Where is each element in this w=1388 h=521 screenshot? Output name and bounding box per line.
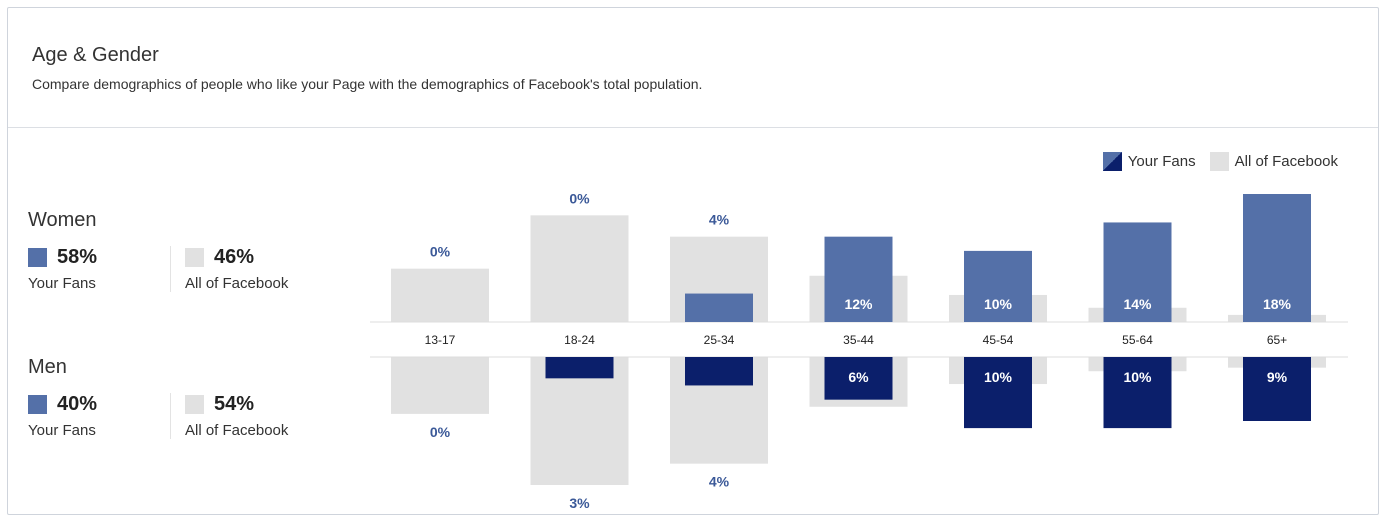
- women-fans-bar-55-64: [1103, 222, 1172, 322]
- legend-item-fans: Your Fans: [1102, 152, 1196, 171]
- women-fb-pct: 46%: [214, 246, 255, 268]
- tick-label-65+: 65+: [1267, 333, 1287, 347]
- men-label: Men: [28, 356, 67, 378]
- legend-swatch-facebook: [1209, 152, 1229, 171]
- tick-label-13-17: 13-17: [425, 333, 456, 347]
- men-fb-stat: 54% All of Facebook: [170, 393, 327, 439]
- men-fans-pct: 40%: [57, 393, 98, 415]
- women-fans-pct: 58%: [57, 246, 98, 268]
- women-fans-label: Your Fans: [28, 275, 96, 292]
- women-fans-bar-25-34: [685, 293, 753, 322]
- men-fans-label-13-17: 0%: [430, 424, 451, 440]
- men-fans-swatch: [28, 395, 47, 414]
- women-facebook-bar-13-17: [391, 268, 489, 322]
- legend-swatch-fans: [1102, 152, 1122, 171]
- legend-item-facebook: All of Facebook: [1209, 152, 1338, 171]
- women-fb-swatch: [185, 248, 204, 267]
- women-fb-label: All of Facebook: [185, 275, 289, 292]
- men-fans-bar-35-44: [824, 357, 893, 400]
- men-fans-label-35-44: 6%: [848, 369, 869, 385]
- legend-label-fans: Your Fans: [1127, 153, 1196, 170]
- men-fans-label-65+: 9%: [1267, 369, 1288, 385]
- men-fb-swatch: [185, 395, 204, 414]
- women-fans-label-18-24: 0%: [569, 190, 590, 206]
- men-summary: Men 40% Your Fans 54% All of Facebook: [28, 356, 327, 439]
- women-fans-label-13-17: 0%: [430, 244, 451, 260]
- men-fans-bar-65+: [1243, 357, 1311, 421]
- men-fans-stat: 40% Your Fans: [28, 393, 170, 439]
- men-fb-label: All of Facebook: [185, 422, 289, 439]
- men-fans-label-18-24: 3%: [569, 495, 590, 511]
- women-fans-label-55-64: 14%: [1123, 296, 1152, 312]
- tick-label-25-34: 25-34: [704, 333, 735, 347]
- women-fans-label-25-34: 4%: [709, 212, 730, 228]
- men-fans-label-55-64: 10%: [1123, 369, 1152, 385]
- men-facebook-bar-13-17: [391, 357, 489, 414]
- men-fans-bar-45-54: [964, 357, 1032, 429]
- men-fans-bar-55-64: [1103, 357, 1172, 429]
- women-fans-bar-45-54: [964, 250, 1032, 322]
- women-fans-bar-35-44: [824, 236, 893, 322]
- women-fans-stat: 58% Your Fans: [28, 246, 170, 292]
- men-fb-pct: 54%: [214, 393, 255, 415]
- tick-label-18-24: 18-24: [564, 333, 595, 347]
- women-fb-stat: 46% All of Facebook: [170, 246, 327, 292]
- men-fans-label-25-34: 4%: [709, 474, 730, 490]
- women-fans-label-45-54: 10%: [984, 296, 1013, 312]
- legend-label-facebook: All of Facebook: [1234, 153, 1338, 170]
- tick-label-35-44: 35-44: [843, 333, 874, 347]
- men-fans-label-45-54: 10%: [984, 369, 1013, 385]
- women-fans-swatch: [28, 248, 47, 267]
- women-fans-bar-65+: [1243, 194, 1311, 322]
- tick-label-45-54: 45-54: [983, 333, 1014, 347]
- card-subtitle: Compare demographics of people who like …: [32, 76, 703, 92]
- tick-label-55-64: 55-64: [1122, 333, 1153, 347]
- card-title: Age & Gender: [32, 44, 159, 66]
- men-fans-bar-18-24: [545, 357, 614, 379]
- chart-legend: Your Fans All of Facebook: [1089, 152, 1338, 171]
- women-summary: Women 58% Your Fans 46% All of Facebook: [28, 209, 327, 292]
- card-header: Age & Gender Compare demographics of peo…: [8, 8, 1378, 128]
- women-facebook-bar-18-24: [530, 215, 629, 322]
- women-fans-label-65+: 18%: [1263, 296, 1292, 312]
- women-fans-label-35-44: 12%: [844, 296, 873, 312]
- men-fans-bar-25-34: [685, 357, 753, 386]
- men-fans-label: Your Fans: [28, 422, 96, 439]
- women-label: Women: [28, 209, 97, 231]
